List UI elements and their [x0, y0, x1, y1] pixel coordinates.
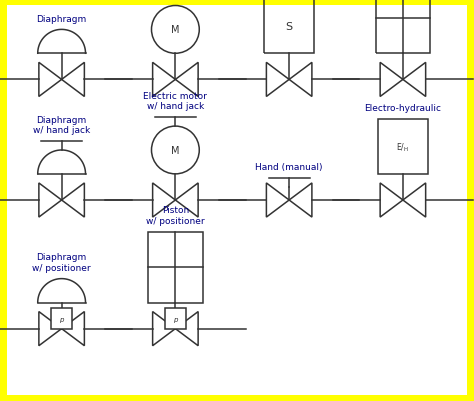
- Bar: [165, 309, 186, 329]
- Text: Diaphragm
w/ hand jack: Diaphragm w/ hand jack: [33, 115, 90, 135]
- Bar: [375, 0, 430, 54]
- Text: Electric motor
w/ hand jack: Electric motor w/ hand jack: [144, 91, 207, 111]
- Text: Diaphragm: Diaphragm: [36, 14, 87, 24]
- Text: S: S: [285, 22, 293, 32]
- Bar: [51, 309, 72, 329]
- Text: Electro-hydraulic: Electro-hydraulic: [365, 104, 441, 113]
- Text: M: M: [171, 25, 180, 35]
- Text: Piston
w/ positioner: Piston w/ positioner: [146, 206, 205, 225]
- Text: $\mathregular{E/_{H}}$: $\mathregular{E/_{H}}$: [396, 141, 410, 153]
- Text: Diaphragm
w/ positioner: Diaphragm w/ positioner: [32, 253, 91, 272]
- Bar: [148, 232, 203, 303]
- Bar: [264, 0, 314, 54]
- Text: p: p: [173, 316, 178, 322]
- Text: M: M: [171, 146, 180, 156]
- Bar: [378, 119, 428, 174]
- Text: Hand (manual): Hand (manual): [255, 162, 323, 172]
- Text: p: p: [59, 316, 64, 322]
